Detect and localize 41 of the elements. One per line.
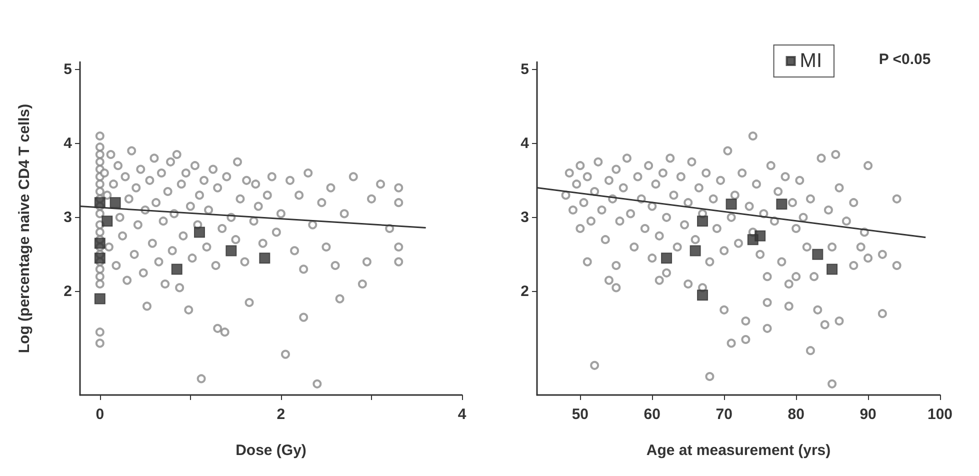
y-tick-label: 4 xyxy=(64,134,73,152)
point xyxy=(94,252,106,264)
point xyxy=(226,245,237,256)
y-tick-label: 3 xyxy=(64,208,72,226)
x-tick-label: 100 xyxy=(927,406,953,423)
y-tick-label: 5 xyxy=(64,60,72,78)
point xyxy=(826,264,838,275)
x-tick-label: 80 xyxy=(788,406,804,423)
point xyxy=(94,293,106,304)
point xyxy=(776,198,788,210)
x-tick-label: 60 xyxy=(644,406,660,423)
point xyxy=(171,264,182,275)
x-tick-label: 70 xyxy=(716,406,732,423)
point xyxy=(697,216,708,227)
point xyxy=(194,226,205,238)
x-axis-title: Dose (Gy) xyxy=(236,442,306,459)
point xyxy=(259,252,270,264)
x-tick-label: 4 xyxy=(458,406,467,423)
point xyxy=(94,197,106,208)
y-axis-title: Log (percentage naive CD4 T cells) xyxy=(16,104,33,354)
x-axis-title: Age at measurement (yrs) xyxy=(646,442,831,459)
x-tick-label: 90 xyxy=(860,406,876,423)
point xyxy=(812,248,824,260)
point xyxy=(726,198,737,210)
y-tick-label: 4 xyxy=(520,134,530,152)
y-tick-label: 2 xyxy=(64,282,72,300)
point xyxy=(697,290,708,301)
x-tick-label: 50 xyxy=(572,406,589,423)
point xyxy=(690,245,701,256)
point xyxy=(110,197,121,208)
x-tick-label: 2 xyxy=(276,406,286,423)
y-tick-label: 5 xyxy=(520,60,529,78)
x-tick-label: 0 xyxy=(96,406,104,423)
y-tick-label: 2 xyxy=(520,282,529,300)
legend-label: MI xyxy=(800,50,822,72)
point xyxy=(94,238,106,249)
annotation: P <0.05 xyxy=(878,51,931,68)
point xyxy=(102,216,113,227)
point xyxy=(754,230,766,242)
y-tick-label: 3 xyxy=(520,208,529,226)
point xyxy=(661,252,672,264)
